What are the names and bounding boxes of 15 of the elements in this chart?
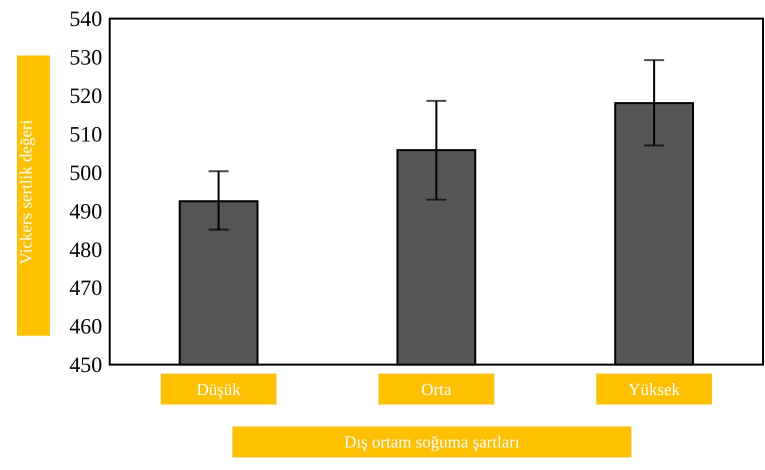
y-tick-label: 470 <box>69 275 102 300</box>
y-tick-label: 510 <box>69 121 102 146</box>
y-tick-label: 540 <box>69 6 102 32</box>
x-tick-label: Yüksek <box>628 380 681 400</box>
x-tick-label: Düşük <box>196 380 242 400</box>
y-tick-label: 500 <box>69 160 102 185</box>
y-tick-label: 520 <box>69 82 102 108</box>
y-tick-label: 460 <box>69 314 102 339</box>
y-tick-label: 480 <box>69 236 102 262</box>
y-axis-title: Vickers sertlik değeri <box>16 119 36 265</box>
y-tick-label: 450 <box>69 352 102 378</box>
x-tick-label: Orta <box>421 380 452 400</box>
x-axis-title: Dış ortam soğuma şartları <box>344 432 520 452</box>
y-tick-label: 490 <box>69 198 102 224</box>
y-tick-label: 530 <box>69 44 102 70</box>
